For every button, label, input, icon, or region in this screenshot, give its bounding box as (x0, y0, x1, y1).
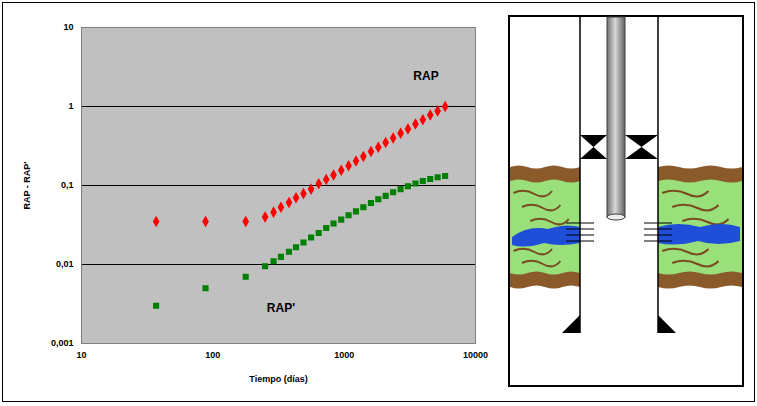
svg-text:RAP - RAP': RAP - RAP' (22, 162, 32, 210)
svg-text:1: 1 (68, 101, 73, 111)
svg-text:RAP: RAP (413, 69, 438, 83)
svg-text:1000: 1000 (334, 350, 354, 360)
svg-text:10: 10 (76, 350, 86, 360)
svg-text:10000: 10000 (463, 350, 488, 360)
svg-text:0,001: 0,001 (51, 338, 74, 348)
svg-text:100: 100 (205, 350, 220, 360)
svg-text:RAP': RAP' (267, 301, 295, 315)
svg-text:Tiempo (días): Tiempo (días) (249, 374, 307, 384)
svg-text:0,01: 0,01 (56, 259, 74, 269)
svg-text:0,1: 0,1 (61, 180, 74, 190)
svg-text:10: 10 (63, 22, 73, 32)
